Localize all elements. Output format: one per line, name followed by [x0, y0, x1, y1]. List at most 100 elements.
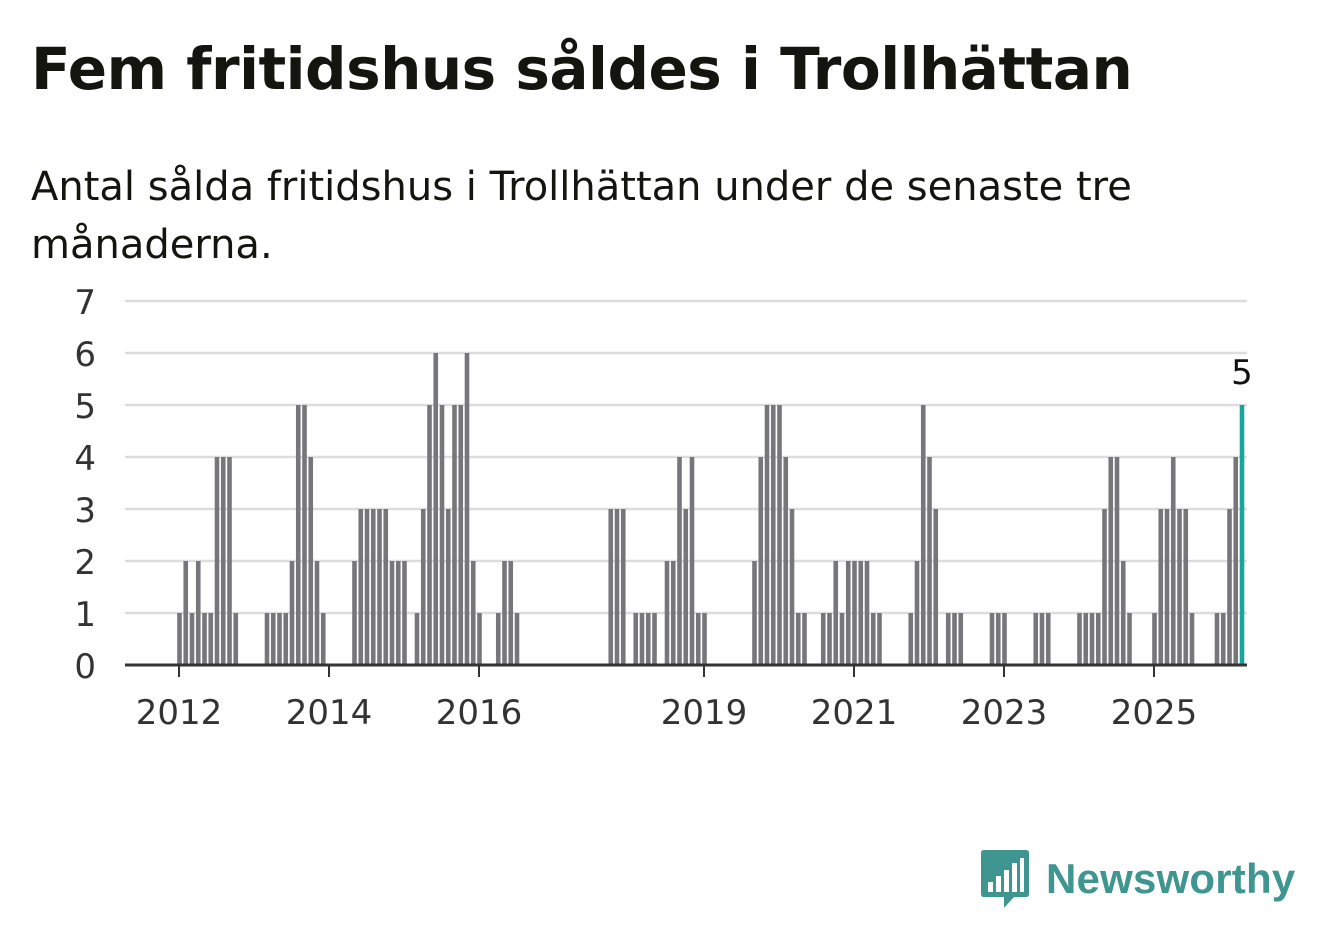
- bar: [952, 613, 957, 665]
- bar: [295, 405, 301, 665]
- bar: [1108, 457, 1114, 665]
- bar: [958, 613, 964, 665]
- x-axis: [125, 663, 1247, 677]
- bar: [839, 613, 845, 665]
- bar: [1089, 613, 1095, 665]
- annotations: 5: [1231, 353, 1253, 393]
- x-tick-label: 2014: [286, 693, 373, 733]
- bar: [277, 613, 282, 665]
- bar: [1039, 613, 1045, 665]
- bar: [364, 509, 370, 665]
- bar: [702, 613, 707, 665]
- bar: [1158, 509, 1164, 665]
- bar: [358, 509, 364, 665]
- x-tick-label: 2023: [961, 693, 1048, 733]
- bar: [645, 613, 651, 665]
- x-tick-label: 2012: [136, 693, 223, 733]
- newsworthy-logo-icon: [981, 850, 1029, 908]
- bar: [614, 509, 620, 665]
- bar: [233, 613, 239, 665]
- bar: [302, 405, 307, 665]
- bar: [383, 509, 389, 665]
- y-tick-label: 2: [74, 543, 96, 583]
- brand-name: Newsworthy: [1046, 855, 1296, 902]
- bar: [1170, 457, 1176, 665]
- bar: [1102, 509, 1107, 665]
- bar: [289, 561, 295, 665]
- bar: [314, 561, 320, 665]
- bar: [802, 613, 807, 665]
- bar-chart: 0 1 2 3 4 5 6 7 2012 2014 2016 2019 2021 2023 2025 5: [74, 283, 1253, 733]
- bar: [620, 509, 626, 665]
- bar: [214, 457, 220, 665]
- bar: [608, 509, 614, 665]
- bar: [270, 613, 276, 665]
- bar: [1164, 509, 1170, 665]
- bar: [208, 613, 214, 665]
- bar: [852, 561, 857, 665]
- bar: [283, 613, 289, 665]
- bar: [420, 509, 426, 665]
- bar: [695, 613, 701, 665]
- bar: [877, 613, 882, 665]
- bar: [920, 405, 926, 665]
- bar: [1233, 457, 1239, 665]
- bar: [777, 405, 782, 665]
- x-axis-tick-labels: 2012 2014 2016 2019 2021 2023 2025: [136, 693, 1198, 733]
- bar-highlight: [1239, 405, 1245, 665]
- y-tick-label: 5: [74, 387, 96, 427]
- bar: [470, 561, 476, 665]
- bar: [1120, 561, 1126, 665]
- bar: [927, 457, 932, 665]
- bar: [1033, 613, 1039, 665]
- bar: [439, 405, 445, 665]
- bar: [670, 561, 676, 665]
- bar: [845, 561, 851, 665]
- bar: [1083, 613, 1089, 665]
- bar: [1189, 613, 1195, 665]
- bar: [639, 613, 645, 665]
- bar: [452, 405, 457, 665]
- bar: [320, 613, 326, 665]
- bar: [1227, 509, 1232, 665]
- bar: [1045, 613, 1051, 665]
- bar: [433, 353, 439, 665]
- y-tick-label: 7: [74, 283, 96, 323]
- bar: [914, 561, 920, 665]
- bar: [795, 613, 801, 665]
- x-tick-label: 2025: [1111, 693, 1198, 733]
- bar: [427, 405, 432, 665]
- bar: [1002, 613, 1007, 665]
- bar: [827, 613, 832, 665]
- bar: [508, 561, 514, 665]
- y-tick-label: 3: [74, 491, 96, 531]
- bar: [195, 561, 201, 665]
- bar: [664, 561, 670, 665]
- x-tick-label: 2021: [811, 693, 898, 733]
- y-tick-label: 6: [74, 335, 96, 375]
- bar: [308, 457, 314, 665]
- bar: [683, 509, 689, 665]
- bar: [858, 561, 864, 665]
- bar: [1077, 613, 1082, 665]
- bar: [864, 561, 870, 665]
- chart-title: Fem fritidshus såldes i Trollhättan: [31, 35, 1133, 103]
- bar: [177, 613, 182, 665]
- y-tick-label: 0: [74, 647, 96, 687]
- bar: [370, 509, 376, 665]
- bar: [402, 561, 407, 665]
- bar: [183, 561, 189, 665]
- bar: [445, 509, 451, 665]
- bar: [908, 613, 914, 665]
- bar: [1183, 509, 1189, 665]
- bar: [677, 457, 682, 665]
- bar: [502, 561, 507, 665]
- bar: [870, 613, 876, 665]
- bar: [764, 405, 770, 665]
- bar: [352, 561, 357, 665]
- bar: [1114, 457, 1120, 665]
- newsworthy-logo[interactable]: Newsworthy: [980, 846, 1295, 912]
- bar: [1214, 613, 1220, 665]
- bar: [464, 353, 470, 665]
- bar: [514, 613, 520, 665]
